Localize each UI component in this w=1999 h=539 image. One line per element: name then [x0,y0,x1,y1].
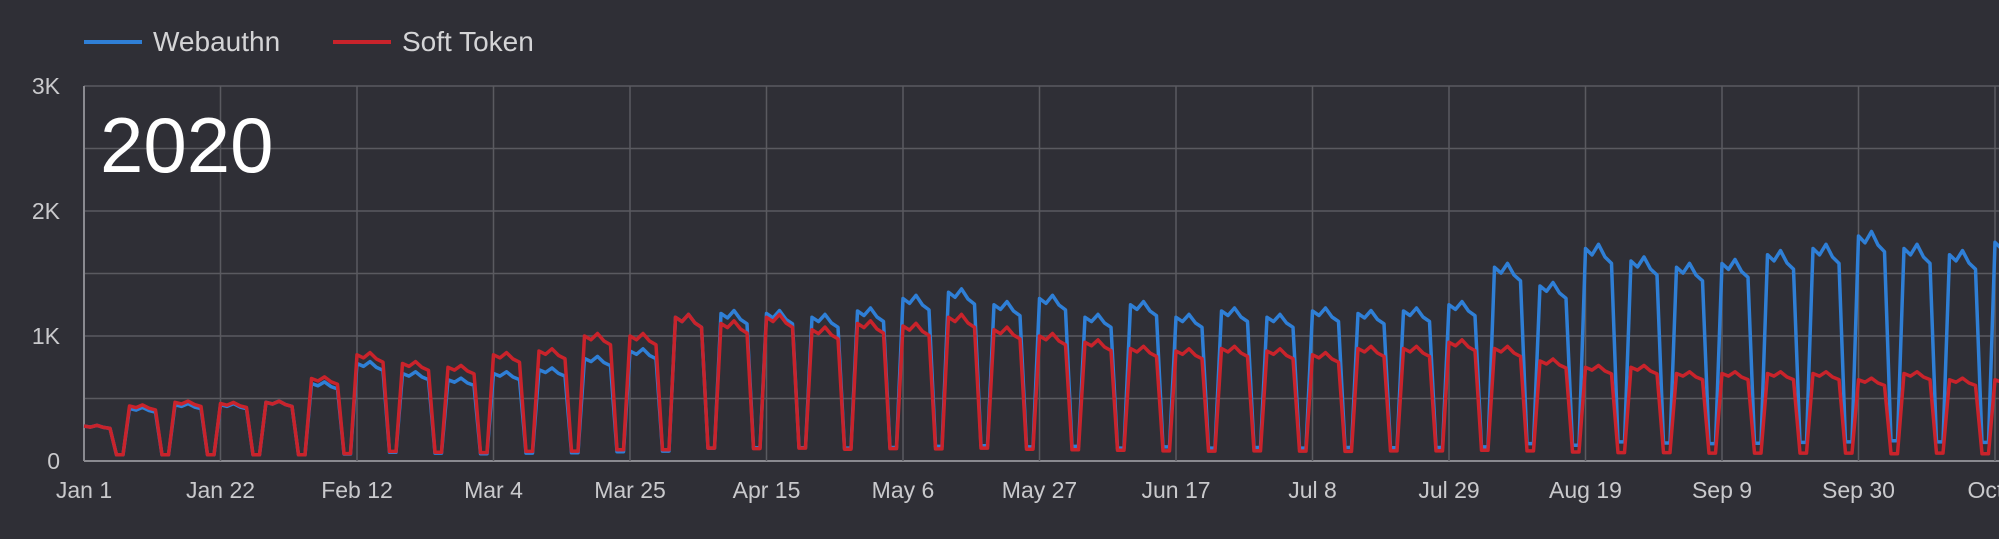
x-tick-label: Jul 8 [1288,477,1337,503]
x-tick-label: Jul 29 [1418,477,1479,503]
x-tick-label: Feb 12 [321,477,393,503]
year-annotation: 2020 [100,101,274,189]
x-tick-label: May 27 [1002,477,1077,503]
x-tick-label: Aug 19 [1549,477,1622,503]
legend: Webauthn Soft Token [84,26,534,57]
y-axis-ticks: 0 1K 2K 3K [32,73,61,474]
series-line-soft-token [83,312,1999,457]
x-tick-label: May 6 [872,477,935,503]
x-tick-label: Apr 15 [733,477,801,503]
legend-label-soft-token: Soft Token [402,26,534,57]
x-tick-label: Oct 2 [1968,477,1999,503]
y-tick-label: 0 [47,448,60,474]
x-axis-ticks: Jan 1 Jan 22 Feb 12 Mar 4 Mar 25 Apr 15 May 6 M… [56,477,1999,503]
x-tick-label: Jan 22 [186,477,255,503]
x-tick-label: Sep 9 [1692,477,1752,503]
x-tick-label: Mar 25 [594,477,666,503]
x-tick-label: Jan 1 [56,477,112,503]
x-tick-label: Jun 17 [1141,477,1210,503]
y-tick-label: 2K [32,198,61,224]
x-tick-label: Sep 30 [1822,477,1895,503]
legend-item-soft-token[interactable]: Soft Token [333,26,534,57]
series-line-webauthn [83,229,1999,457]
legend-item-webauthn[interactable]: Webauthn [84,26,280,57]
grid [83,85,1999,462]
series-lines [83,229,1999,457]
legend-label-webauthn: Webauthn [153,26,280,57]
x-tick-label: Mar 4 [464,477,523,503]
y-tick-label: 1K [32,323,61,349]
y-tick-label: 3K [32,73,61,99]
